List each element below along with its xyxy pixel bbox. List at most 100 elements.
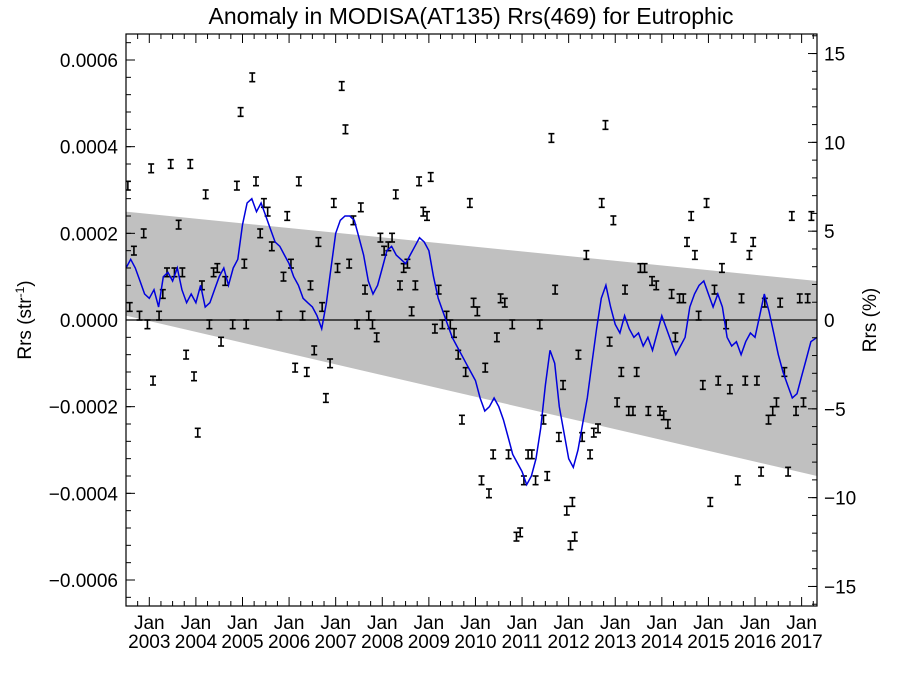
data-point [691, 249, 698, 261]
data-point [753, 375, 760, 386]
data-point [474, 306, 481, 317]
data-point [229, 319, 236, 330]
data-point [257, 228, 264, 239]
data-point [354, 319, 361, 330]
data-point [362, 284, 369, 295]
x-tick-month: Jan [181, 613, 212, 634]
data-point [295, 176, 302, 187]
data-point [237, 106, 244, 118]
x-tick-month: Jan [460, 613, 491, 634]
data-point [501, 297, 508, 308]
data-point [431, 323, 438, 334]
data-point [497, 293, 504, 304]
data-point [357, 202, 364, 213]
data-point [746, 249, 753, 261]
data-point [187, 158, 194, 170]
data-point [711, 284, 718, 295]
x-tick-year: 2011 [502, 632, 543, 653]
x-tick-month: Jan [647, 613, 678, 634]
data-point [130, 245, 137, 256]
data-point [587, 449, 594, 460]
data-point [575, 349, 582, 360]
data-point [785, 466, 792, 477]
data-point [688, 210, 695, 222]
data-point [645, 405, 652, 417]
data-point [482, 362, 489, 373]
data-point [563, 505, 570, 516]
uncertainty-band [126, 211, 817, 476]
data-point [788, 210, 795, 222]
data-point [618, 366, 625, 378]
data-point [509, 319, 516, 330]
data-point [210, 267, 217, 278]
data-point [590, 427, 597, 438]
data-point [649, 275, 656, 287]
data-point [699, 379, 706, 391]
data-point [280, 271, 287, 282]
y-tick-label-left: 0.0004 [60, 138, 119, 159]
data-point [684, 236, 691, 248]
data-point [742, 375, 749, 386]
data-point [241, 258, 248, 269]
y-tick-label-left: 0.0000 [60, 311, 118, 332]
y-tick-label-right: 5 [824, 222, 835, 243]
y-tick-label-right: 10 [824, 133, 845, 154]
data-point [680, 293, 687, 304]
data-point [408, 306, 415, 317]
y-axis-right: 15 10 5 0 −5 −10 −15 [808, 35, 856, 605]
data-point [707, 496, 714, 508]
x-tick-month: Jan [367, 613, 398, 634]
y-tick-label-right: 15 [824, 45, 845, 66]
data-point [478, 475, 485, 486]
y-tick-label-left: −0.0002 [49, 398, 118, 419]
data-point [536, 319, 543, 330]
data-point [808, 210, 815, 222]
x-tick-month: Jan [134, 613, 165, 634]
data-point [424, 210, 431, 222]
data-point [369, 319, 376, 330]
x-tick-month: Jan [786, 613, 817, 634]
x-tick-month: Jan [507, 613, 538, 634]
data-point [284, 210, 291, 222]
x-tick-year: 2005 [221, 632, 263, 653]
data-point [598, 197, 605, 209]
data-point [777, 297, 784, 308]
y-tick-label-right: −15 [824, 577, 856, 598]
y-tick-label-left: 0.0002 [60, 224, 118, 245]
data-point [493, 332, 500, 343]
data-point [532, 475, 539, 486]
data-point [517, 527, 524, 538]
x-tick-year: 2016 [734, 632, 776, 653]
data-point [606, 336, 613, 347]
data-point [392, 189, 399, 200]
data-point [346, 258, 353, 269]
data-point [552, 284, 559, 295]
data-point [202, 189, 209, 200]
x-tick-year: 2013 [594, 632, 636, 653]
data-point [334, 262, 341, 274]
x-tick-month: Jan [274, 613, 305, 634]
data-point [420, 206, 427, 217]
data-point [179, 267, 186, 278]
x-tick-year: 2014 [641, 632, 684, 653]
x-tick-month: Jan [740, 613, 771, 634]
data-point [796, 293, 803, 304]
data-point [303, 366, 310, 378]
x-tick-month: Jan [227, 613, 258, 634]
data-point [664, 418, 671, 430]
data-point [528, 449, 535, 460]
data-point [249, 72, 256, 83]
data-point [560, 379, 567, 391]
data-point [416, 176, 423, 187]
data-point [377, 232, 384, 243]
data-point [167, 158, 174, 170]
y-axis-right-label: Rrs (%) [860, 288, 881, 352]
data-point [183, 349, 190, 360]
data-point [569, 496, 576, 508]
x-tick-year: 2004 [175, 632, 218, 653]
data-point [695, 310, 702, 321]
data-point [322, 392, 329, 404]
data-point [150, 375, 157, 386]
y-tick-label-left: −0.0004 [49, 484, 119, 505]
